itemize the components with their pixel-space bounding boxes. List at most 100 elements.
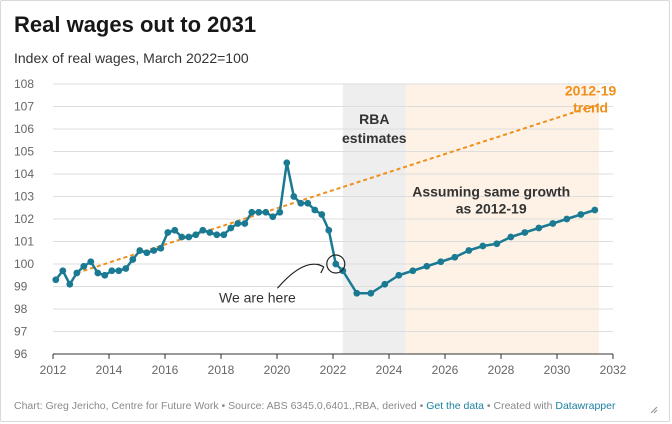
annotation-label: as 2012-19 (456, 201, 527, 217)
data-point (234, 220, 242, 227)
annotation-label: trend (573, 99, 608, 115)
footer-credit: Chart: Greg Jericho, Centre for Future W… (14, 400, 427, 412)
y-tick-label: 96 (14, 347, 28, 361)
data-point (178, 233, 186, 241)
y-tick-label: 104 (14, 167, 34, 181)
datawrapper-link[interactable]: Datawrapper (555, 400, 616, 412)
y-tick-label: 101 (14, 235, 34, 249)
get-the-data-link[interactable]: Get the data (426, 400, 484, 412)
data-point (577, 211, 585, 218)
band-label: RBA (359, 111, 389, 127)
data-point (262, 208, 270, 216)
data-point (129, 256, 137, 263)
trend-line (76, 103, 600, 274)
data-point (409, 267, 417, 275)
y-tick-label: 107 (14, 100, 34, 114)
data-point (437, 258, 445, 266)
data-point (206, 229, 214, 236)
data-point (143, 249, 151, 257)
data-point (521, 229, 529, 236)
data-point (507, 233, 515, 241)
y-tick-label: 106 (14, 122, 34, 136)
data-point (66, 280, 74, 288)
data-point (297, 199, 305, 207)
data-point (276, 208, 284, 216)
data-point (332, 260, 340, 268)
data-point (80, 262, 88, 270)
data-point (192, 231, 200, 239)
data-point (220, 231, 228, 239)
data-point (591, 206, 599, 214)
data-point (227, 224, 235, 232)
x-tick-label: 2012 (40, 363, 67, 377)
data-point (164, 229, 172, 236)
y-tick-label: 97 (14, 325, 28, 339)
data-point (73, 269, 81, 277)
data-point (311, 206, 319, 214)
data-point (115, 267, 123, 275)
x-tick-label: 2030 (544, 363, 571, 377)
y-tick-label: 100 (14, 257, 34, 271)
x-tick-label: 2014 (96, 363, 123, 377)
chart-subtitle: Index of real wages, March 2022=100 (14, 50, 249, 66)
x-tick-label: 2032 (600, 363, 627, 377)
data-point (283, 159, 291, 167)
y-tick-label: 103 (14, 190, 34, 204)
x-tick-label: 2026 (432, 363, 459, 377)
data-point (199, 226, 207, 234)
x-tick-label: 2018 (208, 363, 235, 377)
annotation-label: 2012-19 (565, 82, 617, 98)
data-point (381, 280, 389, 288)
band-label: estimates (342, 130, 407, 146)
data-point (318, 211, 326, 218)
data-point (423, 262, 431, 270)
data-point (255, 208, 263, 216)
data-point (108, 267, 116, 275)
annotation-label: We are here (219, 289, 296, 305)
data-point (339, 267, 347, 275)
annotation-label: Assuming same growth (412, 184, 570, 200)
chart-title: Real wages out to 2031 (14, 12, 257, 37)
y-tick-label: 102 (14, 212, 34, 226)
data-point (241, 220, 249, 227)
data-point (87, 258, 95, 266)
data-point (325, 226, 333, 234)
y-tick-label: 99 (14, 280, 28, 294)
data-point (304, 199, 312, 207)
x-tick-label: 2024 (376, 363, 403, 377)
data-point (493, 240, 501, 248)
data-point (353, 289, 361, 297)
data-point (248, 208, 256, 216)
data-point (136, 247, 144, 254)
x-tick-label: 2020 (264, 363, 291, 377)
data-point (395, 271, 403, 279)
chart-footer: Chart: Greg Jericho, Centre for Future W… (14, 400, 615, 412)
footer-separator: • Created with (483, 400, 556, 412)
x-tick-label: 2016 (152, 363, 179, 377)
annotation-highlight-circle (326, 254, 346, 274)
data-point (535, 224, 543, 232)
data-point (52, 276, 60, 284)
data-point (101, 271, 109, 279)
data-point (479, 242, 487, 250)
y-tick-label: 105 (14, 145, 34, 159)
data-point (59, 267, 67, 275)
annotation-arrowhead (317, 263, 325, 274)
x-tick-label: 2028 (488, 363, 515, 377)
data-point (451, 253, 459, 261)
x-tick-label: 2022 (320, 363, 347, 377)
annotation-arrow (276, 263, 325, 289)
data-point (122, 265, 130, 272)
data-point (171, 226, 179, 234)
data-point (94, 269, 102, 277)
data-point (290, 193, 298, 200)
y-tick-label: 108 (14, 77, 34, 91)
data-point (157, 244, 165, 252)
data-point (465, 247, 473, 254)
resize-handle-icon[interactable] (648, 404, 658, 414)
data-point (549, 220, 557, 227)
data-point (563, 215, 571, 223)
data-point (269, 213, 277, 221)
